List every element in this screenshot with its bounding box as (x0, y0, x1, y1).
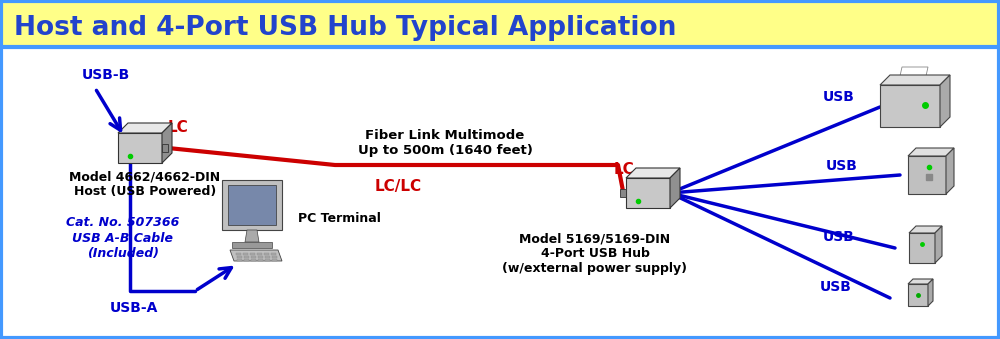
Polygon shape (250, 256, 256, 258)
Polygon shape (243, 253, 248, 255)
Text: Model 5169/5169-DIN
4-Port USB Hub
(w/external power supply): Model 5169/5169-DIN 4-Port USB Hub (w/ex… (503, 232, 688, 275)
Text: Model 4662/4662-DIN
Host (USB Powered): Model 4662/4662-DIN Host (USB Powered) (69, 170, 221, 198)
Polygon shape (251, 259, 256, 261)
Polygon shape (228, 185, 276, 225)
Polygon shape (880, 85, 940, 127)
Polygon shape (626, 168, 680, 178)
Polygon shape (245, 230, 259, 242)
Polygon shape (908, 156, 946, 194)
Polygon shape (237, 256, 242, 258)
Polygon shape (670, 168, 680, 208)
Polygon shape (271, 253, 276, 255)
Polygon shape (230, 250, 282, 261)
Polygon shape (118, 123, 172, 133)
Text: LC: LC (168, 120, 189, 135)
Polygon shape (928, 279, 933, 306)
Polygon shape (946, 148, 954, 194)
Polygon shape (244, 256, 248, 258)
Polygon shape (244, 259, 249, 261)
Polygon shape (935, 226, 942, 263)
Text: USB: USB (820, 280, 852, 294)
Polygon shape (909, 233, 935, 263)
Polygon shape (265, 259, 270, 261)
Polygon shape (880, 75, 950, 85)
Polygon shape (162, 123, 172, 163)
Polygon shape (232, 242, 272, 248)
Polygon shape (908, 148, 954, 156)
Polygon shape (272, 259, 277, 261)
Polygon shape (118, 133, 162, 163)
Text: USB-A: USB-A (110, 301, 158, 315)
Polygon shape (257, 253, 262, 255)
Text: Cat. No. 507366
USB A-B Cable
(Included): Cat. No. 507366 USB A-B Cable (Included) (66, 217, 180, 259)
Polygon shape (909, 226, 942, 233)
FancyBboxPatch shape (1, 1, 999, 47)
Polygon shape (908, 279, 933, 284)
Text: Host and 4-Port USB Hub Typical Application: Host and 4-Port USB Hub Typical Applicat… (14, 15, 676, 41)
Polygon shape (264, 253, 269, 255)
Polygon shape (272, 256, 276, 258)
Text: USB: USB (826, 159, 858, 173)
Polygon shape (250, 253, 255, 255)
Polygon shape (222, 180, 282, 230)
Text: LC/LC: LC/LC (375, 179, 422, 194)
Text: PC Terminal: PC Terminal (298, 212, 381, 224)
Polygon shape (258, 259, 263, 261)
Polygon shape (162, 144, 168, 152)
Polygon shape (264, 256, 270, 258)
Polygon shape (258, 256, 262, 258)
Text: LC: LC (614, 162, 635, 178)
Polygon shape (237, 259, 242, 261)
Text: USB: USB (823, 90, 855, 104)
Polygon shape (908, 284, 928, 306)
Text: Fiber Link Multimode
Up to 500m (1640 feet): Fiber Link Multimode Up to 500m (1640 fe… (358, 129, 532, 157)
Text: USB-B: USB-B (82, 68, 130, 82)
Text: USB: USB (823, 230, 855, 244)
Polygon shape (940, 75, 950, 127)
Polygon shape (626, 178, 670, 208)
Polygon shape (898, 67, 928, 85)
Polygon shape (620, 189, 626, 197)
Polygon shape (236, 253, 241, 255)
